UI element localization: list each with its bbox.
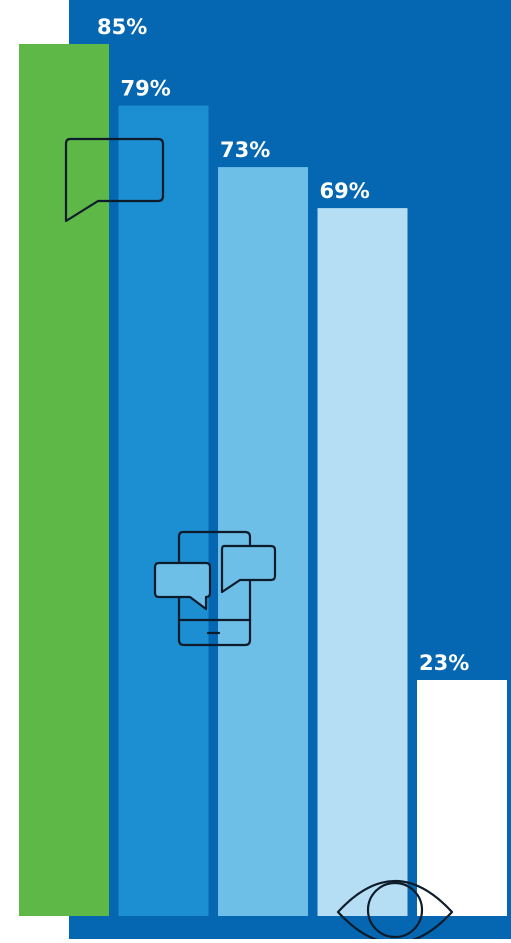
- bars-group: [19, 44, 507, 917]
- bar-5: [417, 680, 507, 916]
- eye-icon: [336, 880, 454, 943]
- speech-bubble-icon: [64, 137, 165, 223]
- phone-chat-icon: [153, 530, 277, 647]
- bar-2: [118, 105, 209, 917]
- bar-value-label-2: 79%: [121, 77, 171, 101]
- bar-value-label-5: 23%: [419, 651, 469, 675]
- labels-group: 85% 79% 73% 69% 23%: [97, 15, 469, 675]
- bar-value-label-4: 69%: [320, 179, 370, 203]
- bar-value-label-1: 85%: [97, 15, 147, 39]
- bar-4: [317, 208, 408, 917]
- bar-value-label-3: 73%: [220, 138, 270, 162]
- bar-3: [218, 167, 308, 917]
- bar-1: [19, 44, 109, 916]
